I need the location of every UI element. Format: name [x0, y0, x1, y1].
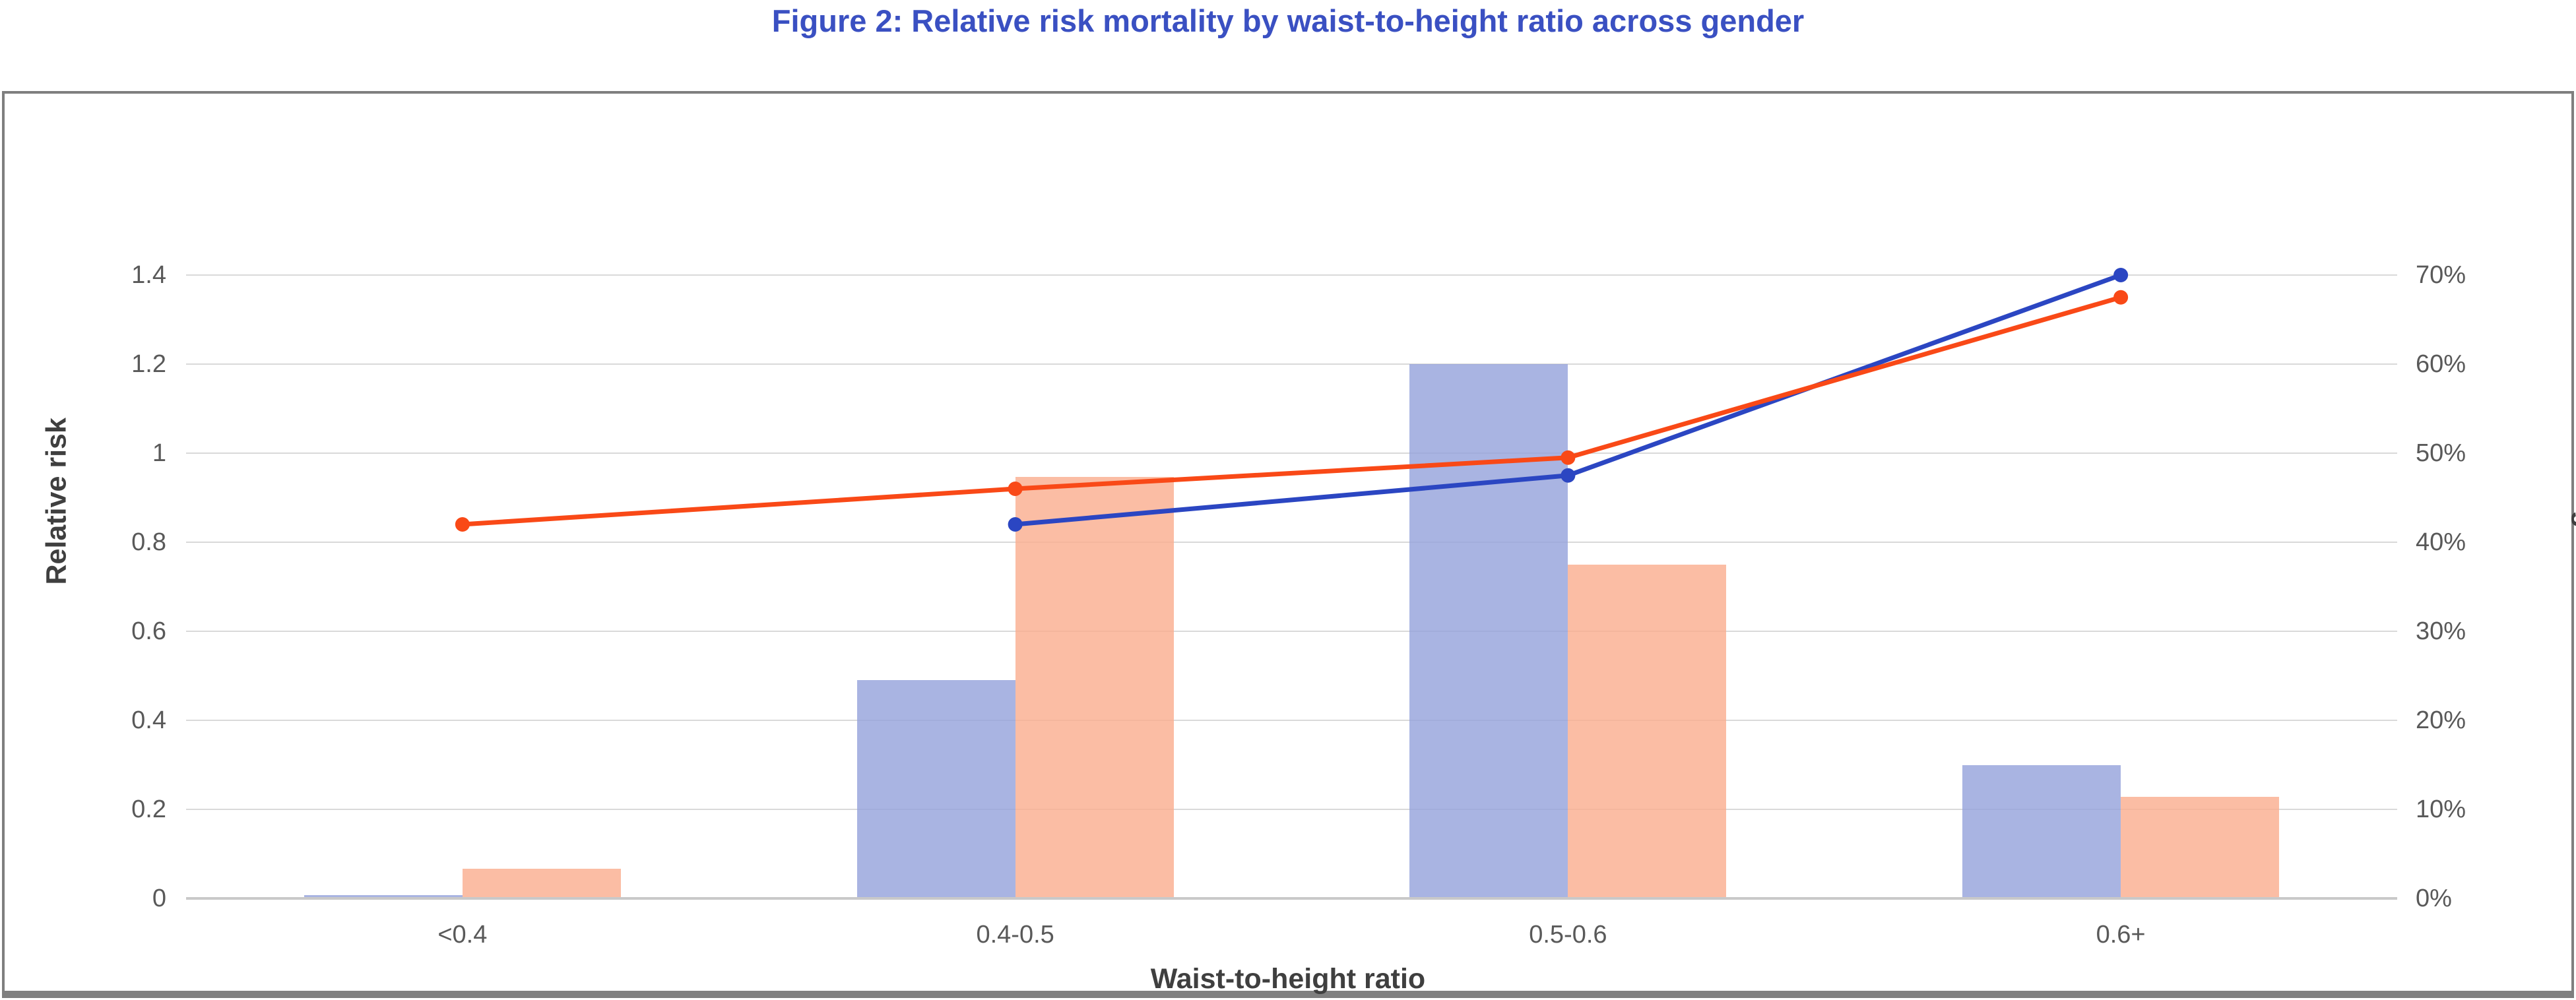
male-relative-risk-line: [1013, 272, 2123, 527]
bar-male-insurable: [1962, 765, 2121, 898]
female-relative-risk-line: [460, 295, 2123, 527]
right-axis-tick: 30%: [2416, 617, 2466, 645]
right-axis-title: Percentage of insurable lives: [2571, 390, 2576, 784]
right-axis-tick: 10%: [2416, 796, 2466, 823]
gridline: [186, 363, 2397, 365]
left-axis-tick: 0: [152, 885, 166, 912]
chart-title: Figure 2: Relative risk mortality by wai…: [771, 3, 1805, 38]
relative-risk-lines: [455, 268, 2129, 532]
right-axis-tick: 70%: [2416, 261, 2466, 289]
female-risk-marker: [1008, 482, 1023, 496]
gridline: [186, 720, 2397, 721]
chart-panel: Relative risk Percentage of insurable li…: [2, 91, 2576, 998]
bar-female-insurable: [1568, 564, 1727, 898]
female-risk-marker: [455, 517, 470, 532]
bar-male-insurable: [304, 894, 463, 898]
x-axis-line: [186, 897, 2397, 900]
x-axis-category-label: 0.4-0.5: [976, 921, 1054, 949]
left-axis-tick: 1.4: [131, 261, 166, 289]
x-axis-category-label: 0.5-0.6: [1529, 921, 1607, 949]
bar-male-insurable: [1409, 364, 1568, 898]
gridline: [186, 453, 2397, 454]
bar-female-insurable: [2121, 797, 2280, 898]
right-axis-tick: 60%: [2416, 350, 2466, 378]
female-risk-marker: [2113, 290, 2129, 305]
right-axis-tick: 50%: [2416, 439, 2466, 467]
gridline: [186, 809, 2397, 810]
left-axis-tick: 1.2: [131, 350, 166, 378]
right-axis-tick: 0%: [2416, 885, 2452, 912]
female-risk-marker: [1561, 450, 1576, 465]
male-risk-marker: [1561, 468, 1576, 483]
gridline: [186, 274, 2397, 276]
plot-area: [186, 268, 2397, 900]
left-axis-tick: 1: [152, 439, 166, 467]
x-axis-category-label: <0.4: [437, 921, 488, 949]
left-axis-tick: 0.6: [131, 617, 166, 645]
right-axis-tick: 20%: [2416, 706, 2466, 734]
left-axis-tick: 0.2: [131, 796, 166, 823]
gridline: [186, 542, 2397, 543]
x-axis-category-label: 0.6+: [2096, 921, 2146, 949]
left-axis-tick: 0.8: [131, 528, 166, 556]
bar-female-insurable: [462, 869, 621, 898]
bar-male-insurable: [856, 680, 1015, 898]
gridline: [186, 631, 2397, 632]
bar-female-insurable: [1015, 477, 1174, 898]
male-risk-marker: [2113, 268, 2129, 282]
x-axis-title: Waist-to-height ratio: [1150, 963, 1426, 995]
left-axis-tick: 0.4: [131, 706, 166, 734]
right-axis-tick: 40%: [2416, 528, 2466, 556]
male-risk-marker: [1008, 517, 1023, 532]
